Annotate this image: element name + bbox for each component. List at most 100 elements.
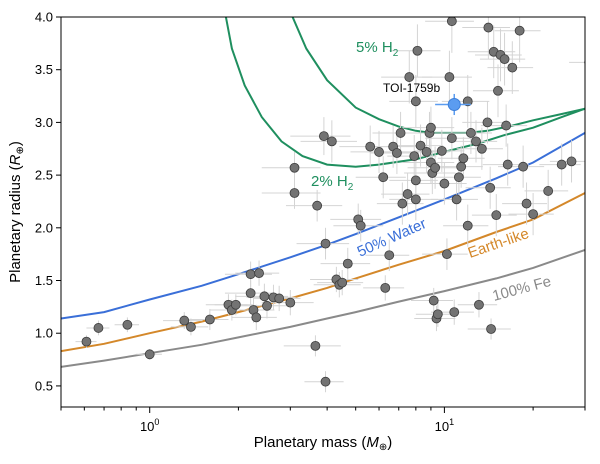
planet-point xyxy=(410,175,421,186)
planet-point xyxy=(289,188,300,198)
planet-point xyxy=(465,128,476,138)
model-curve-100pct-fe xyxy=(61,248,585,368)
target-planet-marker xyxy=(435,93,471,116)
planet-point xyxy=(486,324,496,334)
planet-point xyxy=(462,96,473,107)
target-point xyxy=(447,97,461,111)
planet-point xyxy=(342,258,353,269)
planet-point xyxy=(81,336,92,347)
planet-points xyxy=(81,17,585,387)
planet-point xyxy=(474,299,484,310)
planet-point xyxy=(483,22,494,33)
planet-point xyxy=(179,315,190,326)
planet-point xyxy=(404,72,415,82)
planet-point xyxy=(566,156,577,167)
target-label: TOI-1759b xyxy=(383,81,440,95)
y-tick-label: 3.0 xyxy=(35,115,53,130)
model-curve-2pct-h2 xyxy=(224,17,585,168)
planet-point xyxy=(462,220,473,231)
planet-point xyxy=(449,307,460,318)
planet-point xyxy=(442,249,452,260)
planet-point xyxy=(245,288,256,299)
planet-point xyxy=(410,96,421,107)
planet-point xyxy=(144,349,155,360)
planet-point xyxy=(421,147,432,157)
planet-point xyxy=(439,178,450,189)
x-tick-label: 100 xyxy=(140,417,159,434)
curve-label-2pct-h2: 2% H2 xyxy=(311,173,354,193)
planet-point xyxy=(251,312,262,323)
model-curve-earth-like xyxy=(61,192,585,353)
curve-label-5pct-h2: 5% H2 xyxy=(356,39,399,59)
planet-point xyxy=(204,314,215,325)
planet-point xyxy=(482,117,493,128)
y-tick-label: 1.0 xyxy=(35,326,53,341)
plot-frame xyxy=(60,16,586,408)
y-tick-label: 3.5 xyxy=(35,62,53,77)
planet-point xyxy=(93,323,104,333)
planet-point xyxy=(584,59,585,65)
y-axis-title: Planetary radius (R⊕) xyxy=(7,141,26,283)
planet-point xyxy=(426,122,436,133)
planet-point xyxy=(365,141,376,152)
planet-point xyxy=(451,194,462,205)
y-tick-label: 0.5 xyxy=(35,378,53,393)
x-tick-label-exponent: 0 xyxy=(154,417,159,427)
planet-point xyxy=(476,143,487,154)
planet-point xyxy=(395,128,406,138)
planet-point xyxy=(499,54,510,65)
planet-point xyxy=(471,136,481,147)
planet-point xyxy=(518,161,529,172)
planet-point xyxy=(543,186,554,196)
planet-point xyxy=(454,172,464,183)
y-tick-label: 2.5 xyxy=(35,168,53,183)
planet-point xyxy=(230,299,241,310)
planet-point xyxy=(378,172,389,183)
x-axis-ticks: 100 101 xyxy=(60,407,586,434)
planet-point xyxy=(446,133,457,144)
planet-point xyxy=(318,131,329,142)
planet-point xyxy=(430,162,441,173)
planet-point xyxy=(380,282,391,293)
planet-point xyxy=(436,145,447,156)
planet-point xyxy=(409,151,420,162)
planet-point xyxy=(514,25,525,36)
planet-point xyxy=(556,159,567,170)
planet-point xyxy=(491,210,502,221)
planet-point xyxy=(262,300,272,311)
planet-point xyxy=(410,194,421,205)
planet-point xyxy=(412,45,423,56)
planet-point xyxy=(245,269,256,280)
planet-point xyxy=(415,140,426,151)
planet-point xyxy=(528,209,539,220)
x-tick-label-base: 10 xyxy=(140,419,154,434)
planet-point xyxy=(320,376,331,387)
x-tick-label-exponent: 1 xyxy=(449,417,454,427)
x-tick-label: 101 xyxy=(435,417,454,434)
y-tick-label: 1.5 xyxy=(35,273,53,288)
planet-point xyxy=(397,198,408,209)
planet-point xyxy=(493,85,503,96)
x-axis-title: Planetary mass (M⊕) xyxy=(254,434,392,453)
planet-point xyxy=(507,62,518,73)
planet-point xyxy=(521,198,532,209)
planet-point xyxy=(285,297,296,308)
planet-point xyxy=(456,161,467,172)
planet-error-bar xyxy=(425,17,474,53)
planet-point xyxy=(501,120,512,131)
planet-point xyxy=(320,238,331,249)
planet-point xyxy=(310,340,321,351)
planet-point xyxy=(355,220,366,231)
planet-point xyxy=(254,268,264,279)
planet-point xyxy=(374,147,384,157)
planet-point xyxy=(458,153,469,164)
planet-point xyxy=(289,162,300,173)
planet-point xyxy=(259,291,270,302)
planet-point xyxy=(432,309,443,320)
model-curve-5pct-h2 xyxy=(291,17,585,134)
planet-point xyxy=(384,250,395,261)
y-tick-label: 4.0 xyxy=(35,10,53,25)
planet-point xyxy=(444,72,455,82)
y-axis-ticks: 0.5 1.0 1.5 2.0 2.5 3.0 3.5 4.0 xyxy=(35,10,61,393)
planet-point xyxy=(337,277,348,288)
